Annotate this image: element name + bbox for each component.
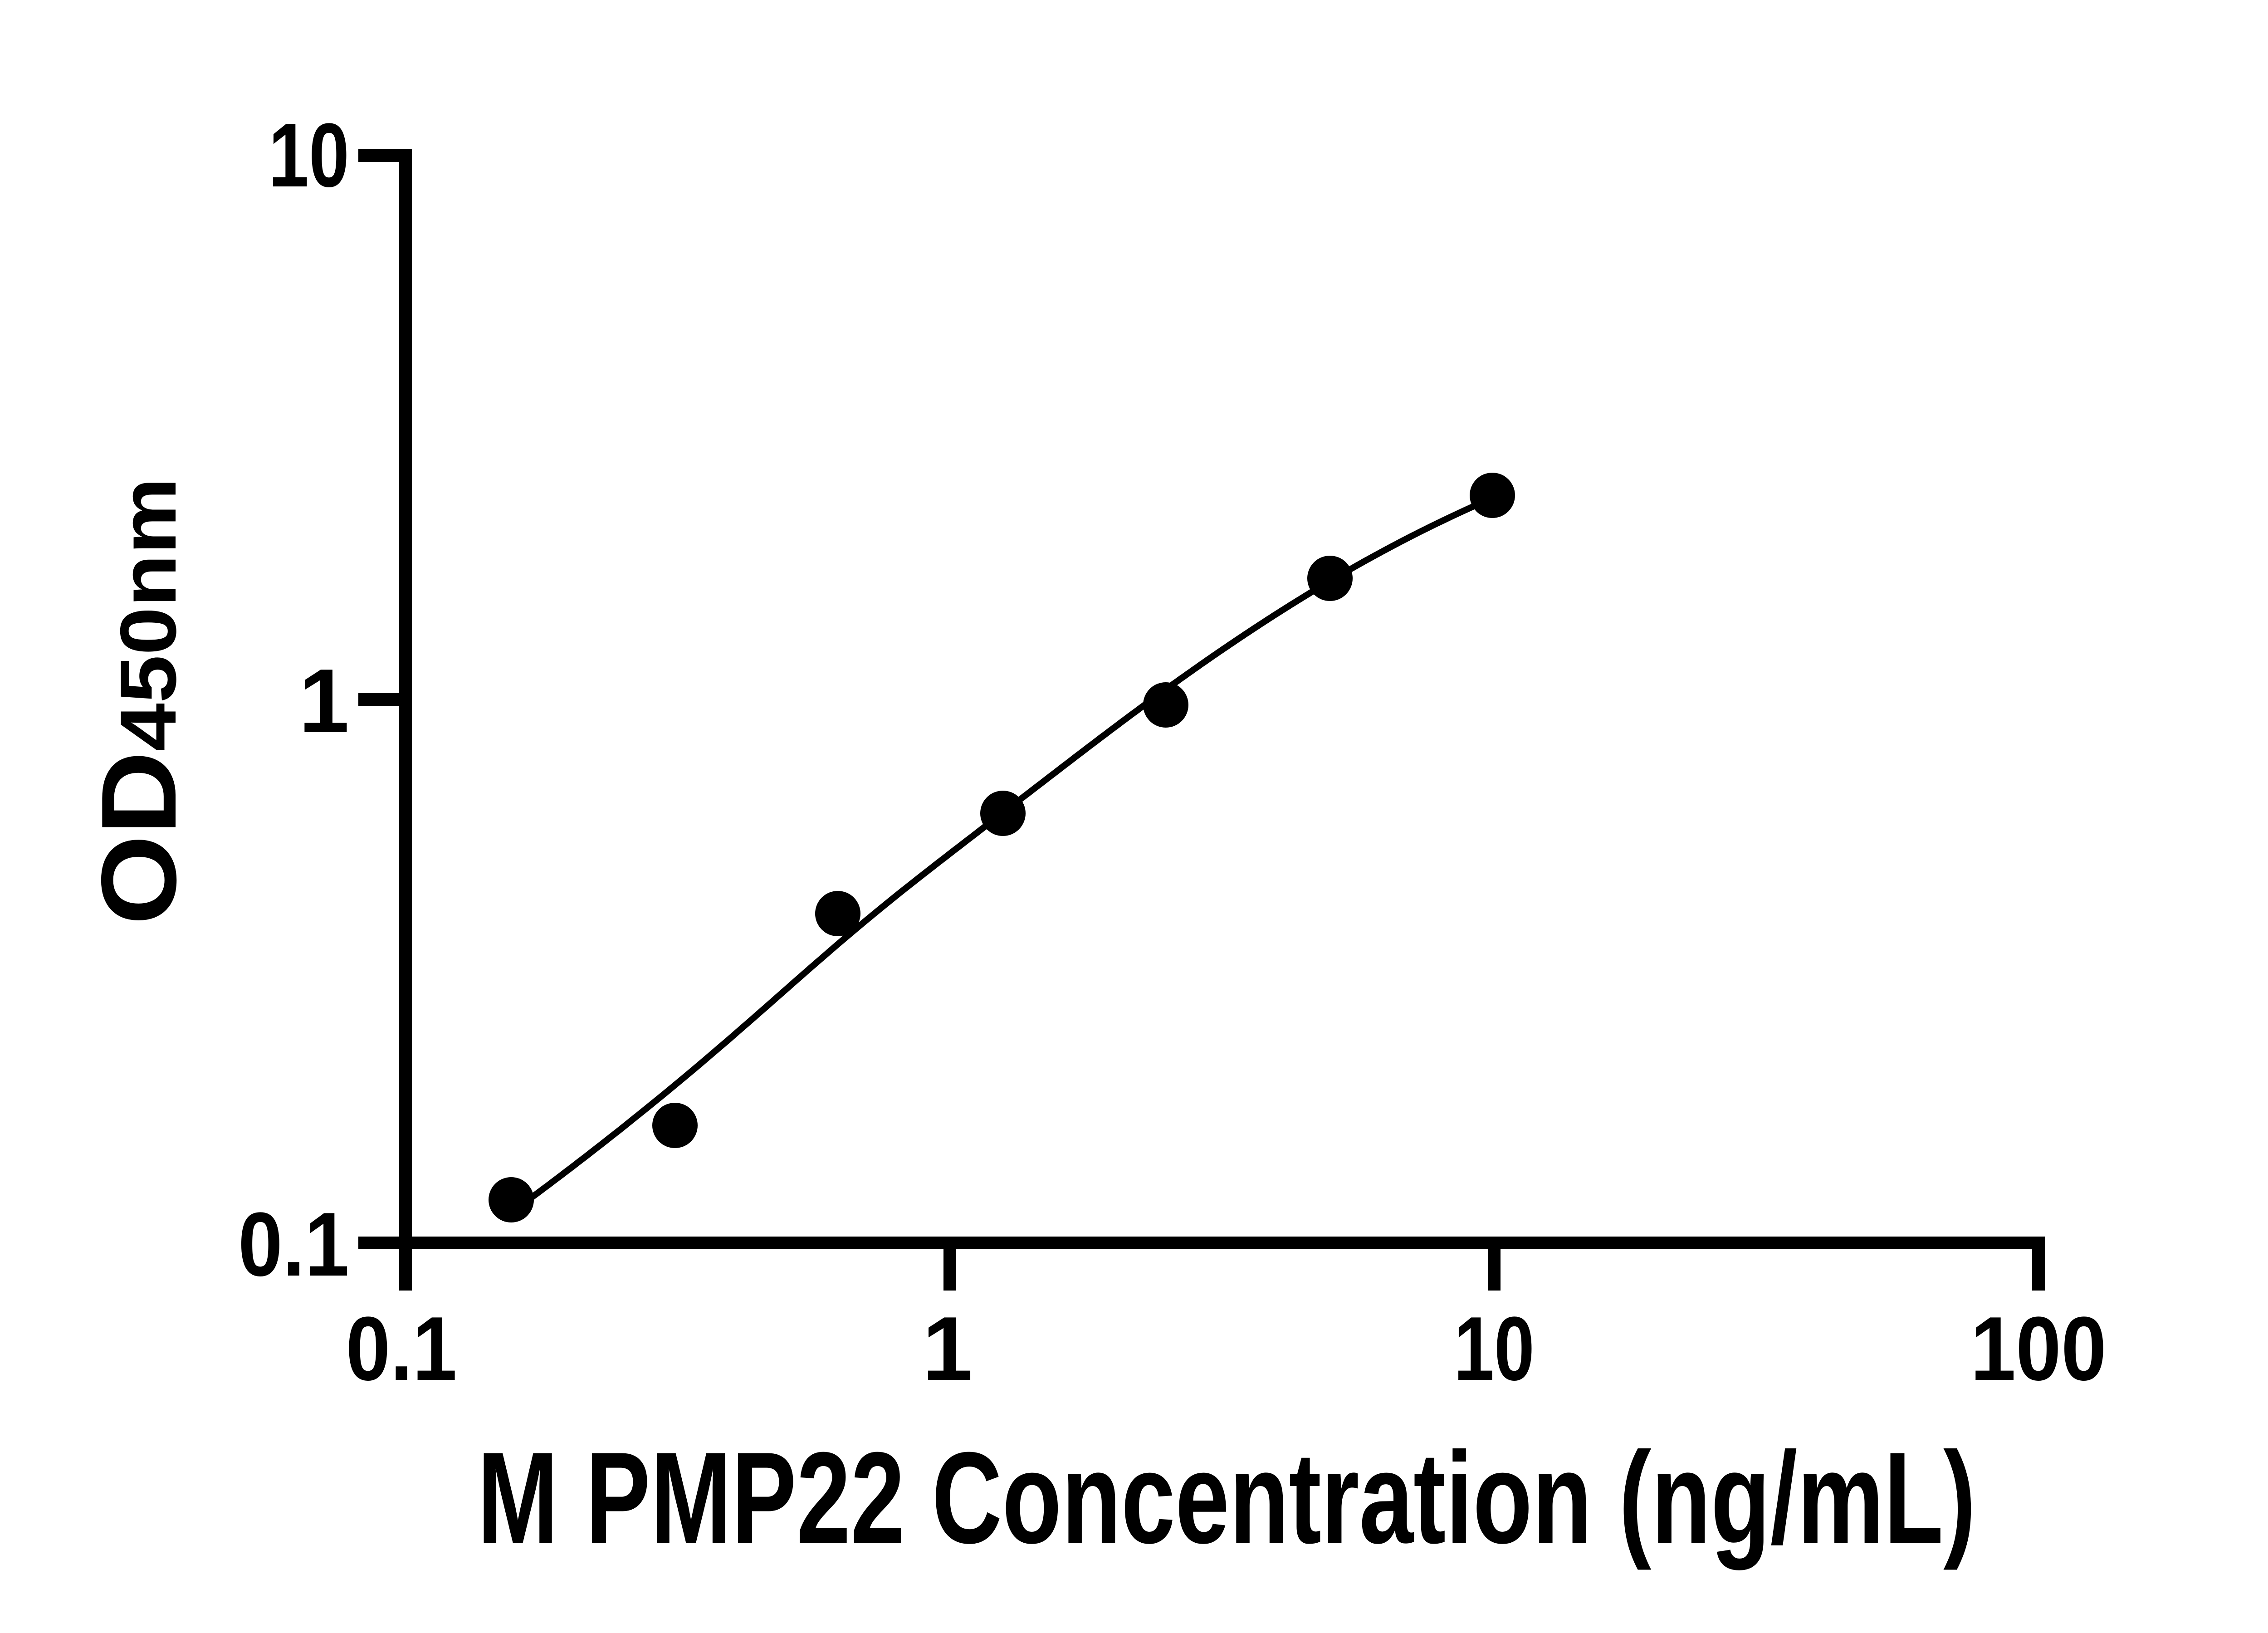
svg-text:OD450nm: OD450nm (80, 478, 199, 925)
svg-text:1: 1 (922, 1298, 973, 1399)
svg-text:M PMP22 Concentration (ng/mL): M PMP22 Concentration (ng/mL) (477, 1425, 1976, 1570)
svg-text:10: 10 (269, 105, 349, 206)
svg-text:100: 100 (1970, 1298, 2107, 1399)
svg-text:0.1: 0.1 (238, 1194, 349, 1295)
svg-text:0.1: 0.1 (346, 1298, 457, 1399)
svg-text:10: 10 (1454, 1298, 1535, 1399)
svg-text:1: 1 (299, 650, 349, 752)
